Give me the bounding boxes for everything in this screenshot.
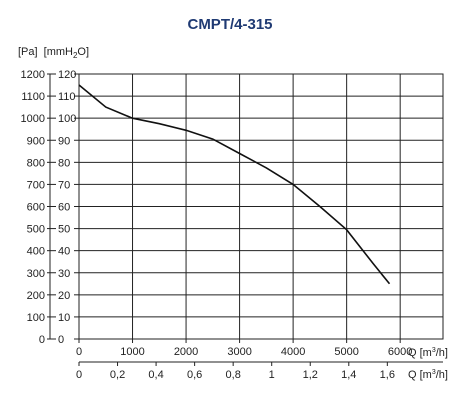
y-ticks-mmh2o: 0 10 20 30 40 50 60 70 80 90 100 110 120: [58, 69, 79, 346]
x-tick-label-m3s: 0,4: [148, 369, 163, 381]
y-tick-label-pa: 1200: [21, 69, 45, 81]
y-tick-label-mm: 20: [58, 290, 70, 302]
y-tick-label-mm: 120: [58, 69, 76, 81]
y-tick-label-pa: 1000: [21, 113, 45, 125]
x-tick-label-m3s: 0,6: [187, 369, 202, 381]
x-ticks-m3h: 0 1000 2000 3000 4000 5000 6000: [76, 339, 412, 358]
x-axis-m3s-label: Q [m3/h]: [408, 369, 448, 381]
x-tick-label-m3h: 4000: [281, 346, 305, 358]
y-tick-label-mm: 40: [58, 246, 70, 258]
chart-title: CMPT/4-315: [187, 16, 272, 33]
x-tick-label-m3s: 0,2: [110, 369, 125, 381]
performance-curve: [78, 84, 391, 285]
y-tick-label-pa: 400: [27, 246, 45, 258]
y-tick-label-pa: 1100: [21, 91, 45, 103]
y-tick-label-mm: 90: [58, 135, 70, 147]
x-tick-label-m3h: 5000: [334, 346, 358, 358]
x-tick-label-m3s: 0: [76, 369, 82, 381]
y-tick-label-pa: 500: [27, 224, 45, 236]
y-tick-label-pa: 700: [27, 179, 45, 191]
x-tick-label-m3s: 1,4: [341, 369, 356, 381]
y-tick-label-pa: 300: [27, 268, 45, 280]
y-tick-label-pa: 900: [27, 135, 45, 147]
y-tick-label-pa: 600: [27, 202, 45, 214]
y-tick-label-mm: 100: [58, 113, 76, 125]
y-axis-unit-label: [Pa] [mmH2O]: [18, 46, 89, 60]
y-tick-label-pa: 800: [27, 157, 45, 169]
x-ticks-m3s: 0 0,2 0,4 0,6 0,8 1 1,2 1,4 1,6: [76, 361, 443, 381]
y-tick-label-mm: 110: [58, 91, 76, 103]
y-tick-label-mm: 50: [58, 224, 70, 236]
grid-lines: [78, 73, 443, 340]
y-tick-label-pa: 200: [27, 290, 45, 302]
x-tick-label-m3h: 0: [76, 346, 82, 358]
y-tick-label-mm: 80: [58, 157, 70, 169]
y-tick-label-pa: 0: [39, 334, 45, 346]
y-tick-label-mm: 0: [58, 334, 64, 346]
x-tick-label-m3h: 3000: [227, 346, 251, 358]
x-axis-m3h-label: Q [m3/h]: [408, 347, 448, 359]
x-tick-label-m3h: 6000: [388, 346, 412, 358]
y-tick-label-mm: 60: [58, 202, 70, 214]
x-tick-label-m3s: 1,2: [303, 369, 318, 381]
y-tick-label-mm: 30: [58, 268, 70, 280]
x-tick-label-m3h: 1000: [120, 346, 144, 358]
x-tick-label-m3s: 1,6: [380, 369, 395, 381]
y-ticks-pa: 0 100 200 300 400 500 600 700 800 900 1000 1100 1200: [21, 69, 56, 346]
x-tick-label-m3h: 2000: [174, 346, 198, 358]
y-tick-label-mm: 70: [58, 179, 70, 191]
x-tick-label-m3s: 1: [269, 369, 275, 381]
x-tick-label-m3s: 0,8: [226, 369, 241, 381]
y-tick-label-pa: 100: [27, 312, 45, 324]
y-tick-label-mm: 10: [58, 312, 70, 324]
